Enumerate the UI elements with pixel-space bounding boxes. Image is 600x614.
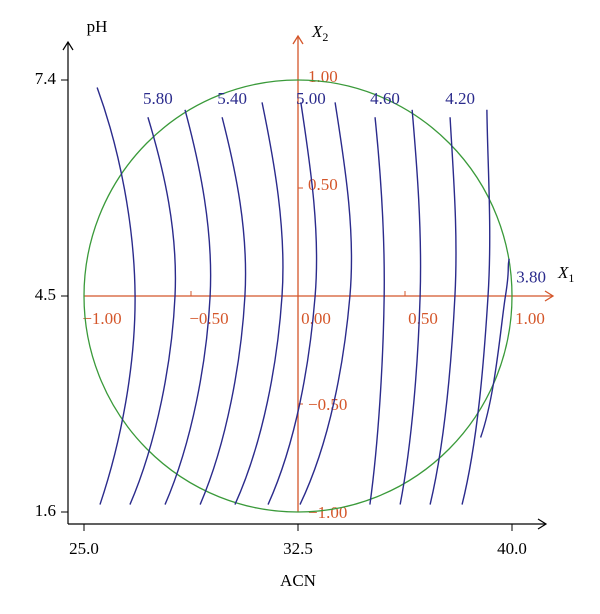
contour-label: 5.40 [217, 89, 247, 108]
coded-x-tick-label: 0.50 [408, 309, 438, 328]
y-arrow [62, 40, 74, 51]
y-tick-label: 7.4 [35, 69, 57, 88]
contour-line [234, 102, 284, 505]
coded-x-tick-label: 1.00 [515, 309, 545, 328]
contour-line [461, 109, 491, 505]
x-tick-label: 25.0 [69, 539, 99, 558]
coded-x-tick-label: 0.00 [301, 309, 331, 328]
contour-line [479, 258, 510, 438]
x-tick-label: 32.5 [283, 539, 313, 558]
contour-line [299, 102, 353, 505]
design-circle [83, 79, 513, 513]
contour-line [429, 117, 457, 505]
contour-label: 3.80 [516, 268, 546, 287]
contour-line [199, 117, 247, 505]
x-tick-label: 40.0 [497, 539, 527, 558]
coded-x-arrow [544, 290, 555, 302]
coded-y-tick-label: 0.50 [308, 175, 338, 194]
coded-y-arrow [292, 34, 304, 45]
coded-y-tick-label: −1.00 [308, 503, 347, 522]
contour-line [96, 87, 136, 505]
contour-line [267, 102, 318, 505]
contour-line [399, 109, 422, 505]
coded-x-letter: X [557, 263, 569, 282]
contour-label: 4.20 [445, 89, 475, 108]
coded-x-title: X1 [557, 263, 574, 285]
coded-x-tick-label: −1.00 [82, 309, 121, 328]
contour-label: 4.60 [370, 89, 400, 108]
contour-label: 5.00 [296, 89, 326, 108]
coded-y-tick-label: −0.50 [308, 395, 347, 414]
coded-y-title: X2 [311, 22, 328, 44]
coded-x-sub: 1 [568, 271, 574, 285]
x-axis-title: ACN [280, 571, 316, 590]
contour-line [129, 117, 177, 505]
x-arrow [537, 518, 548, 530]
y-tick-label: 4.5 [35, 285, 56, 304]
contour-line [164, 109, 212, 505]
contour-label: 5.80 [143, 89, 173, 108]
y-tick-label: 1.6 [35, 501, 56, 520]
coded-y-letter: X [311, 22, 323, 41]
contour-line [369, 117, 385, 505]
coded-y-sub: 2 [322, 30, 328, 44]
y-axis-title: pH [87, 17, 108, 36]
